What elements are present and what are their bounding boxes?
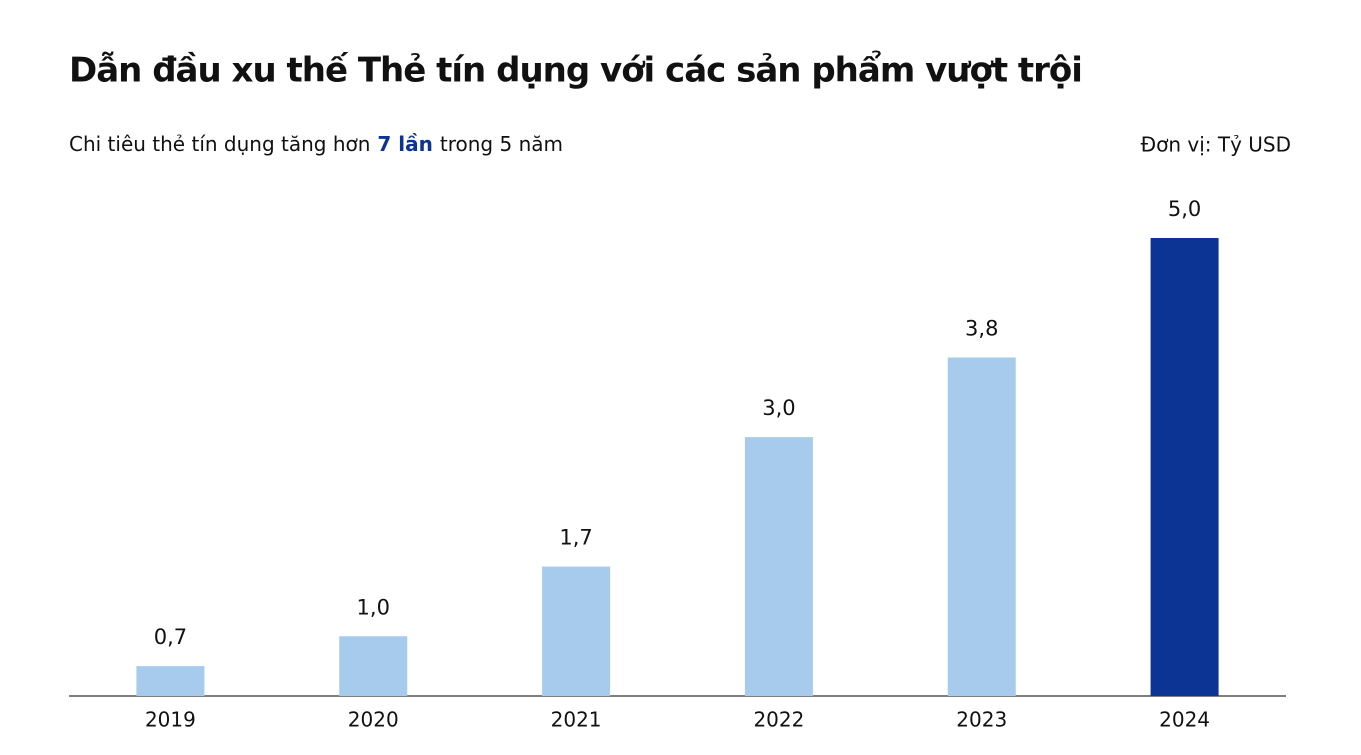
unit-label: Đơn vị: Tỷ USD	[1141, 133, 1291, 157]
x-tick-label: 2023	[956, 708, 1007, 732]
value-label: 5,0	[1168, 197, 1201, 221]
value-label: 3,0	[762, 396, 795, 420]
bar	[136, 666, 205, 696]
x-tick-label: 2020	[348, 708, 399, 732]
x-tick-label: 2022	[753, 708, 804, 732]
bar	[1150, 238, 1219, 696]
bar	[947, 357, 1016, 696]
chart-title: Dẫn đầu xu thế Thẻ tín dụng với các sản …	[69, 50, 1082, 91]
subtitle: Chi tiêu thẻ tín dụng tăng hơn 7 lần trong…	[69, 132, 563, 156]
x-tick-label: 2024	[1159, 708, 1210, 732]
value-label: 1,0	[357, 595, 390, 619]
bar	[339, 636, 408, 696]
value-label: 1,7	[559, 526, 592, 550]
subtitle-part: Chi tiêu thẻ tín dụng tăng hơn	[69, 132, 370, 156]
x-tick-label: 2021	[551, 708, 602, 732]
value-label: 3,8	[965, 316, 998, 340]
subtitle-highlight: 7 lần	[377, 132, 432, 156]
bar	[744, 437, 813, 696]
bar	[542, 566, 611, 696]
subtitle-part: trong 5 năm	[440, 132, 563, 156]
x-tick-label: 2019	[145, 708, 196, 732]
value-label: 0,7	[154, 625, 187, 649]
